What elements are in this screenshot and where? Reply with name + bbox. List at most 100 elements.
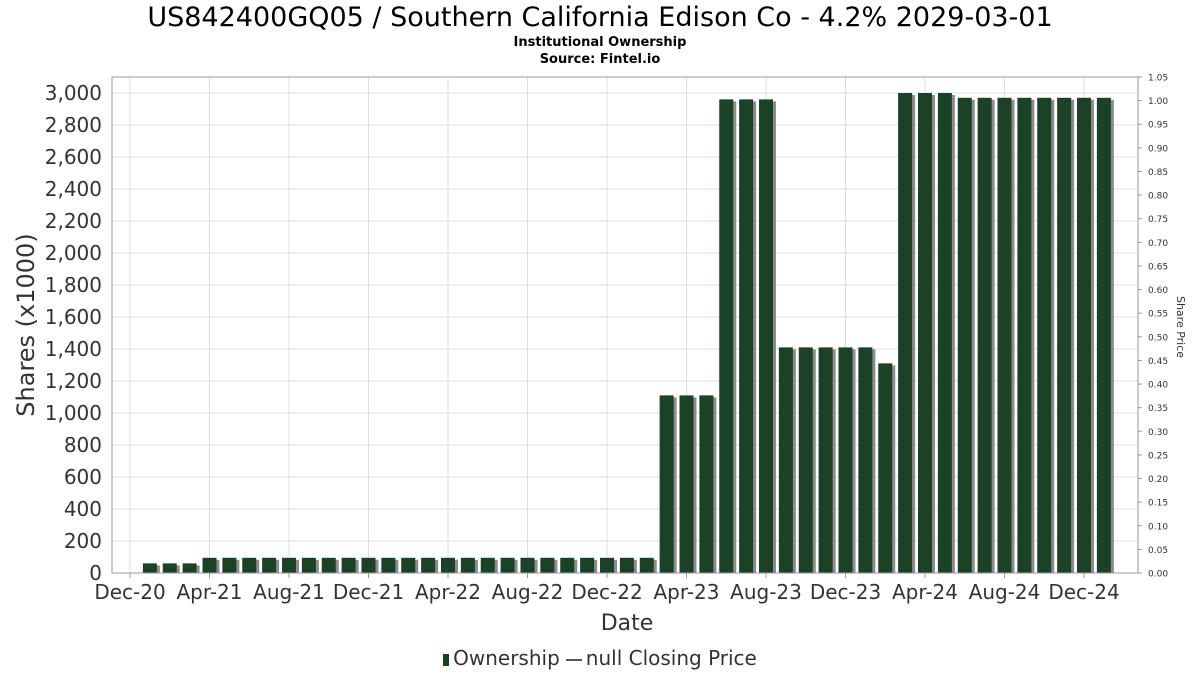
y-right-axis-label: Share Price <box>1174 296 1187 358</box>
x-tick-label: Aug-24 <box>969 580 1041 604</box>
y-tick-label: 1,200 <box>45 369 102 393</box>
x-tick-label: Aug-21 <box>253 580 325 604</box>
y-tick-label: 2,600 <box>45 145 102 169</box>
y-right-tick-label: 0.65 <box>1148 262 1168 272</box>
ownership-bar <box>937 93 952 573</box>
ownership-bar <box>480 557 495 573</box>
ownership-bar <box>838 347 853 573</box>
ownership-bar <box>421 557 436 573</box>
ownership-bar <box>242 557 257 573</box>
y-right-tick-label: 0.90 <box>1148 144 1168 154</box>
x-tick-label: Dec-20 <box>94 580 165 604</box>
ownership-bar <box>301 557 316 573</box>
y-right-tick-label: 0.30 <box>1148 428 1168 438</box>
x-axis-label: Date <box>601 611 654 636</box>
ownership-bar <box>699 395 714 573</box>
x-tick-label: Dec-22 <box>571 580 642 604</box>
y-tick-label: 2,200 <box>45 209 102 233</box>
y-right-tick-label: 0.00 <box>1148 570 1168 580</box>
ownership-bar <box>600 557 614 573</box>
y-right-tick-label: 0.25 <box>1148 451 1168 461</box>
chart-source: Source: Fintel.io <box>539 52 661 67</box>
price-legend-label: null Closing Price <box>585 646 757 670</box>
ownership-bar <box>878 363 893 573</box>
ownership-bar <box>162 563 177 573</box>
ownership-bar <box>619 557 634 573</box>
chart-subtitle: Institutional Ownership <box>513 35 687 50</box>
x-tick-label: Apr-24 <box>892 580 958 604</box>
y-right-tick-label: 0.20 <box>1148 475 1168 485</box>
plot-border <box>111 76 1139 574</box>
ownership-bar <box>1037 97 1052 574</box>
ownership-bar <box>858 347 873 573</box>
x-tick-label: Dec-23 <box>810 580 881 604</box>
y-right-tick-label: 0.75 <box>1148 215 1168 225</box>
y-tick-label: 2,400 <box>45 177 102 201</box>
price-legend-line <box>565 658 582 661</box>
y-right-tick-label: 0.85 <box>1148 168 1168 178</box>
y-axis-label: Shares (x1000) <box>12 233 40 416</box>
y-tick-label: 400 <box>64 497 102 521</box>
x-tick-label: Apr-22 <box>415 580 481 604</box>
x-tick-label: Aug-23 <box>730 580 802 604</box>
ownership-bar <box>798 347 813 573</box>
y-right-tick-label: 0.95 <box>1148 121 1168 131</box>
ownership-bar <box>898 93 913 573</box>
y-tick-label: 1,000 <box>45 401 102 425</box>
ownership-bar <box>460 557 475 573</box>
ownership-bar <box>679 395 694 573</box>
y-right-tick-label: 1.05 <box>1148 74 1168 84</box>
y-right-tick-label: 0.60 <box>1148 286 1168 296</box>
ownership-bar <box>818 347 833 573</box>
ownership-bar <box>580 557 595 573</box>
y-right-tick-label: 0.70 <box>1148 239 1168 249</box>
y-right-tick-label: 1.00 <box>1148 97 1168 107</box>
y-right-tick-label: 0.55 <box>1148 310 1168 320</box>
y-right-tick-label: 0.45 <box>1148 357 1168 367</box>
ownership-bar <box>1057 97 1072 574</box>
ownership-bar <box>1077 97 1091 574</box>
ownership-bar <box>222 557 237 573</box>
ownership-bar <box>639 557 654 573</box>
y-tick-label: 600 <box>64 465 102 489</box>
y-tick-label: 200 <box>64 529 102 553</box>
y-right-tick-label: 0.40 <box>1148 381 1168 391</box>
y-tick-label: 2,800 <box>45 113 102 137</box>
ownership-bar <box>719 99 734 574</box>
ownership-bar <box>918 93 932 573</box>
ownership-bar <box>957 97 972 574</box>
x-tick-label: Aug-22 <box>492 580 564 604</box>
ownership-bar <box>778 347 793 573</box>
y-right-tick-label: 0.10 <box>1148 522 1168 532</box>
y-tick-label: 800 <box>64 433 102 457</box>
ownership-bar <box>1017 97 1032 574</box>
ownership-bar <box>739 99 754 574</box>
ownership-bar <box>441 557 455 573</box>
ownership-bar <box>182 563 197 573</box>
ownership-bar <box>142 563 157 573</box>
ownership-bar <box>401 557 416 573</box>
y-tick-label: 1,600 <box>45 305 102 329</box>
ownership-bar <box>500 557 515 573</box>
ownership-bar <box>381 557 396 573</box>
x-tick-label: Apr-23 <box>654 580 720 604</box>
y-right-tick-label: 0.80 <box>1148 192 1168 202</box>
y-right-tick-label: 0.35 <box>1148 404 1168 414</box>
ownership-bar <box>321 557 336 573</box>
chart-title: US842400GQ05 / Southern California Ediso… <box>147 2 1053 33</box>
y-tick-label: 0 <box>89 561 102 585</box>
ownership-bar <box>759 99 773 574</box>
y-tick-label: 1,800 <box>45 273 102 297</box>
ownership-bar <box>977 97 992 574</box>
x-tick-label: Dec-21 <box>333 580 404 604</box>
y-tick-label: 3,000 <box>45 81 102 105</box>
ownership-legend-label: Ownership <box>453 646 560 670</box>
ownership-bar <box>262 557 277 573</box>
ownership-bar <box>361 557 376 573</box>
ownership-bar <box>1096 97 1111 574</box>
ownership-bar <box>341 557 356 573</box>
legend: Ownership null Closing Price <box>0 646 1200 670</box>
y-tick-label: 2,000 <box>45 241 102 265</box>
y-right-tick-label: 0.05 <box>1148 546 1168 556</box>
x-tick-label: Apr-21 <box>177 580 243 604</box>
